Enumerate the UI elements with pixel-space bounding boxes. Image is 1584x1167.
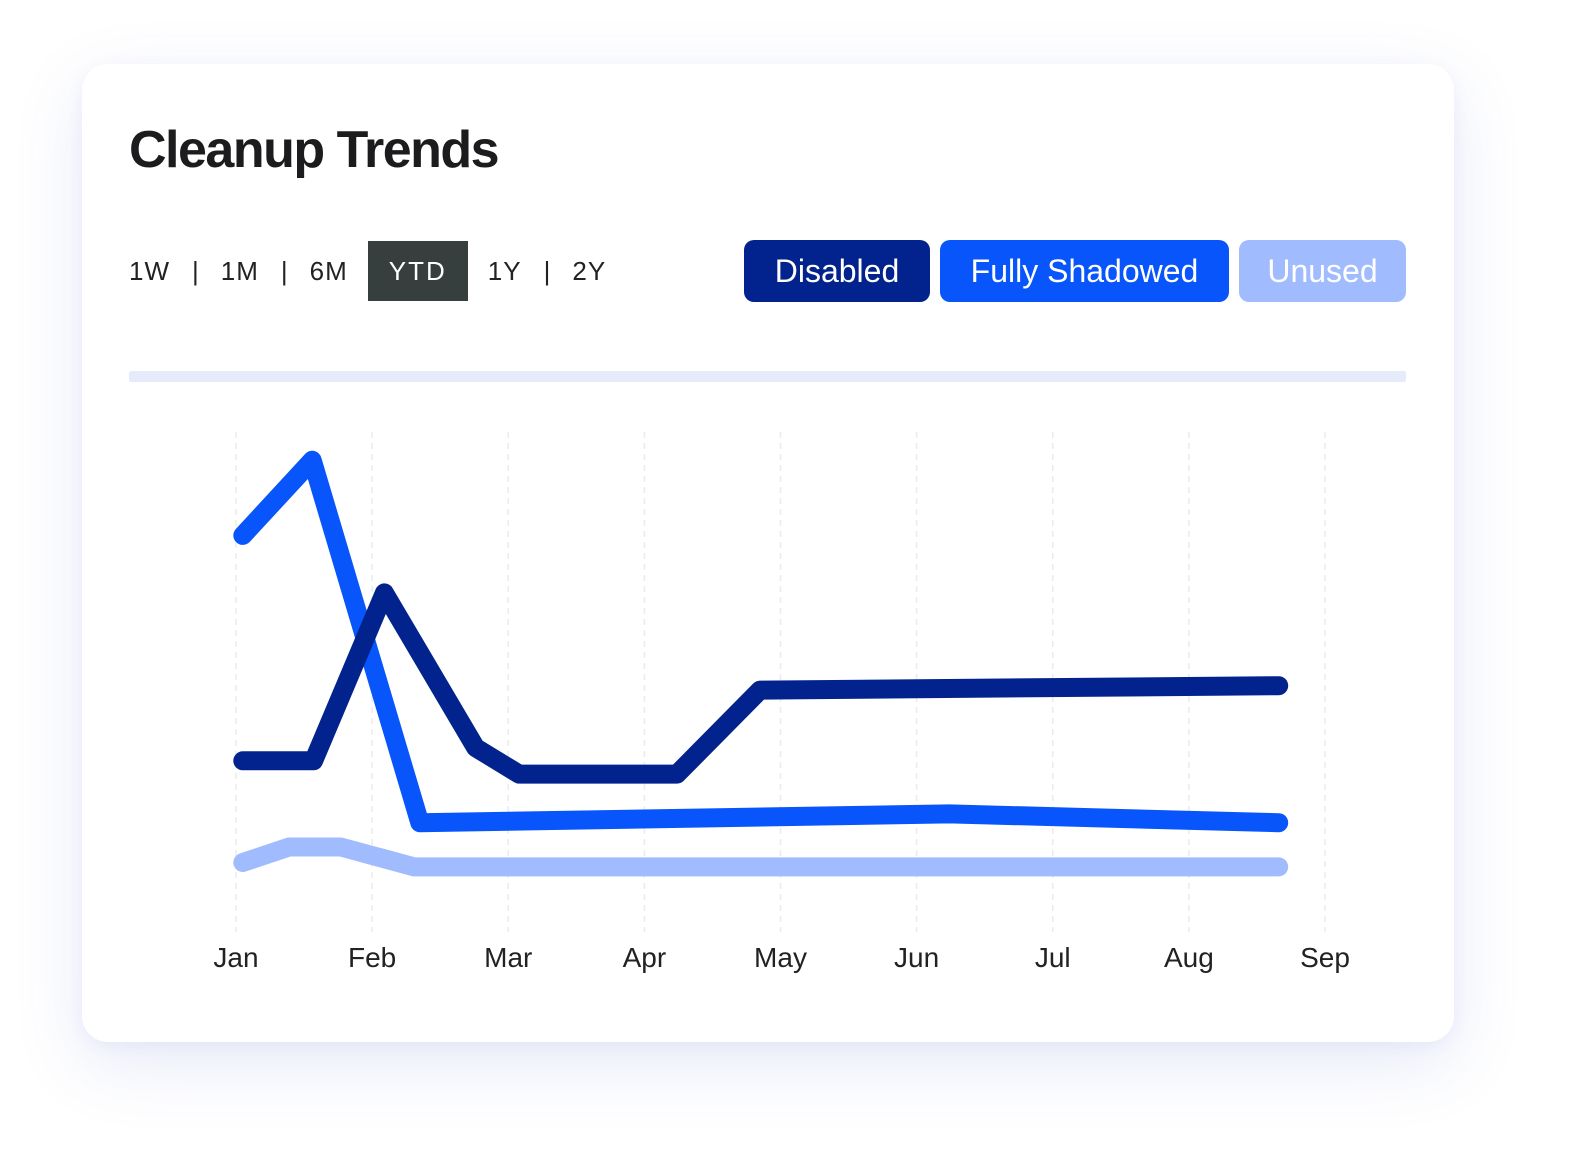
x-tick-label-jul: Jul bbox=[1035, 942, 1071, 973]
range-ytd[interactable]: YTD bbox=[367, 241, 468, 301]
range-1w[interactable]: 1W bbox=[129, 255, 170, 286]
line-chart: Jan Feb Mar Apr May Jun Jul Aug Sep bbox=[213, 432, 1350, 973]
x-tick-label-apr: Apr bbox=[623, 942, 667, 973]
series-legend: Disabled Fully Shadowed Unused bbox=[744, 240, 1406, 302]
x-tick-label-mar: Mar bbox=[484, 942, 532, 973]
x-tick-label-may: May bbox=[754, 942, 807, 973]
card-title: Cleanup Trends bbox=[129, 121, 500, 179]
x-tick-label-jan: Jan bbox=[213, 942, 258, 973]
x-tick-label-jun: Jun bbox=[894, 942, 939, 973]
legend-disabled-button[interactable]: Disabled bbox=[744, 240, 930, 302]
legend-unused-button[interactable]: Unused bbox=[1239, 240, 1406, 302]
range-6m[interactable]: 6M bbox=[309, 255, 348, 286]
cleanup-trends-card: Cleanup Trends 1W | 1M | 6M YTD 1Y | 2Y … bbox=[82, 64, 1454, 1042]
x-tick-label-feb: Feb bbox=[348, 942, 396, 973]
range-1m[interactable]: 1M bbox=[220, 255, 259, 286]
range-separator: | bbox=[280, 255, 288, 286]
range-separator: | bbox=[543, 255, 551, 286]
range-1y[interactable]: 1Y bbox=[487, 255, 522, 286]
range-2y[interactable]: 2Y bbox=[572, 255, 607, 286]
series-line-disabled bbox=[233, 583, 1289, 784]
x-tick-label-aug: Aug bbox=[1164, 942, 1214, 973]
series-line-unused bbox=[233, 837, 1289, 877]
time-range-selector: 1W | 1M | 6M YTD 1Y | 2Y bbox=[129, 241, 606, 301]
range-separator: | bbox=[192, 255, 199, 286]
series-line-fully-shadowed bbox=[233, 450, 1289, 833]
legend-fully-shadowed-button[interactable]: Fully Shadowed bbox=[940, 240, 1229, 302]
x-tick-label-sep: Sep bbox=[1300, 942, 1350, 973]
chart-divider bbox=[129, 371, 1406, 382]
